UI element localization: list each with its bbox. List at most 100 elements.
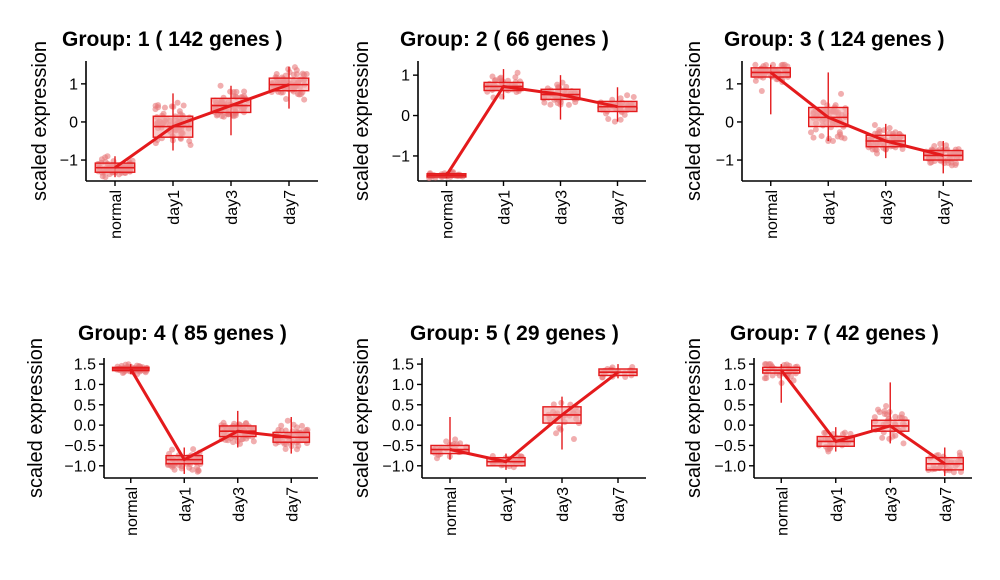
- data-point: [230, 439, 237, 446]
- y-tick-label: 0: [401, 108, 410, 125]
- data-point: [812, 126, 819, 133]
- data-point: [299, 70, 306, 77]
- y-tick-label: 1.0: [392, 377, 414, 394]
- data-point: [186, 138, 193, 145]
- data-point: [876, 129, 883, 136]
- y-axis-label: scaled expression: [351, 41, 373, 201]
- y-tick-label: −1.0: [64, 458, 96, 475]
- y-tick-label: 1: [401, 68, 410, 85]
- y-tick-label: −1: [392, 148, 410, 165]
- data-point: [883, 411, 890, 418]
- data-point: [489, 73, 496, 80]
- data-point: [605, 116, 612, 123]
- x-tick-label-day7: day7: [938, 487, 955, 522]
- data-point: [452, 436, 459, 443]
- panel-title: Group: 7 ( 42 genes ): [730, 322, 939, 345]
- data-point: [496, 75, 503, 82]
- data-point: [168, 103, 175, 110]
- y-tick-label: 0.0: [74, 418, 96, 435]
- data-point: [872, 146, 879, 153]
- panel-6: Group: 7 ( 42 genes ) scaled expression −1…: [683, 322, 972, 536]
- y-tick-label: −1: [60, 153, 78, 170]
- panel-1: Group: 1 ( 142 genes ) scaled expression −…: [29, 28, 318, 239]
- data-point: [818, 133, 825, 140]
- data-point: [512, 74, 519, 81]
- y-axis-label: scaled expression: [683, 338, 705, 498]
- data-point: [195, 467, 202, 474]
- data-point: [443, 438, 450, 445]
- data-point: [241, 88, 248, 95]
- data-point: [892, 432, 899, 439]
- x-tick-label-day7: day7: [611, 190, 628, 225]
- panel-title: Group: 3 ( 124 genes ): [724, 28, 945, 51]
- data-point: [301, 96, 308, 103]
- data-point: [830, 138, 837, 144]
- panel-title: Group: 5 ( 29 genes ): [410, 322, 619, 345]
- trend-line: [129, 368, 292, 462]
- data-point: [282, 446, 289, 453]
- y-tick-label: 1.5: [392, 357, 414, 374]
- data-point: [950, 469, 957, 476]
- data-point: [570, 435, 577, 442]
- x-tick-label-normal: normal: [774, 487, 791, 536]
- y-tick-label: 1.5: [724, 357, 746, 374]
- trend-line: [114, 83, 290, 169]
- data-point: [572, 99, 579, 106]
- y-tick-label: 1.0: [74, 377, 96, 394]
- x-tick-label-day3: day3: [879, 190, 896, 225]
- data-point: [547, 101, 554, 108]
- x-tick-label-day3: day3: [555, 487, 572, 522]
- trend-line: [449, 371, 619, 464]
- data-point: [752, 61, 759, 68]
- x-tick-label-normal: normal: [108, 190, 125, 239]
- data-point: [174, 99, 181, 106]
- data-point: [291, 64, 298, 71]
- y-tick-label: 0.0: [392, 418, 414, 435]
- panel-3: Group: 3 ( 124 genes ) scaled expression −…: [683, 28, 972, 239]
- y-tick-label: 0.5: [724, 397, 746, 414]
- data-point: [758, 87, 765, 94]
- data-point: [293, 71, 300, 78]
- x-tick-label-day7: day7: [282, 190, 299, 225]
- data-point: [169, 446, 176, 453]
- data-point: [621, 111, 628, 118]
- data-point: [565, 101, 572, 108]
- y-tick-label: 1.0: [724, 377, 746, 394]
- x-tick-label-day1: day1: [829, 487, 846, 522]
- x-tick-label-day3: day3: [554, 190, 571, 225]
- data-point: [876, 409, 883, 416]
- data-point: [871, 414, 878, 421]
- x-tick-label-day7: day7: [284, 487, 301, 522]
- data-point: [283, 96, 290, 103]
- y-tick-label: −1: [716, 153, 734, 170]
- data-point: [871, 121, 878, 128]
- x-tick-label-day1: day1: [497, 190, 514, 225]
- x-tick-label-day1: day1: [499, 487, 516, 522]
- data-point: [892, 413, 899, 420]
- data-point: [190, 446, 197, 453]
- y-axis-label: scaled expression: [683, 41, 705, 201]
- y-tick-label: −1.0: [382, 458, 414, 475]
- panel-title: Group: 4 ( 85 genes ): [78, 322, 287, 345]
- y-tick-label: −1.0: [714, 458, 746, 475]
- data-point: [180, 102, 187, 109]
- data-point: [213, 112, 220, 119]
- x-tick-label-day3: day3: [231, 487, 248, 522]
- data-point: [555, 83, 562, 90]
- trend-line: [769, 71, 944, 157]
- data-point: [304, 426, 311, 433]
- data-point: [558, 399, 565, 406]
- data-point: [624, 92, 631, 99]
- panel-title: Group: 2 ( 66 genes ): [400, 28, 609, 51]
- data-point: [838, 134, 845, 141]
- data-point: [630, 93, 637, 100]
- data-point: [250, 438, 257, 445]
- data-point: [284, 417, 291, 424]
- data-point: [898, 414, 905, 421]
- panel-2: Group: 2 ( 66 genes ) scaled expression −1…: [351, 28, 646, 239]
- x-tick-label-day3: day3: [224, 190, 241, 225]
- x-tick-label-normal: normal: [443, 487, 460, 536]
- data-point: [617, 116, 624, 123]
- data-point: [886, 435, 893, 442]
